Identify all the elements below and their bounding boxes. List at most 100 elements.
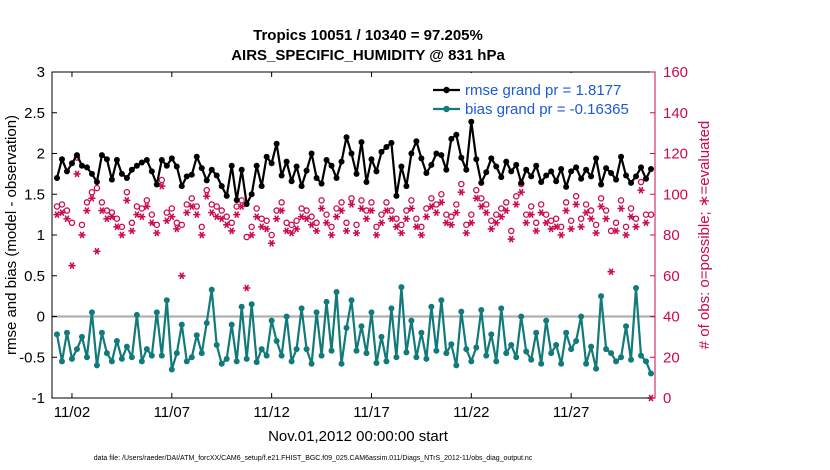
obs-evaluated-marker-stroke [254, 213, 260, 221]
obs-evaluated-marker-stroke [583, 209, 589, 217]
rmse-point [138, 159, 145, 166]
obs-evaluated-marker-stroke [274, 215, 280, 223]
obs-evaluated-marker-stroke [369, 207, 374, 215]
obs-evaluated-marker [632, 223, 640, 231]
obs-evaluated-marker [472, 194, 480, 202]
obs-evaluated-marker-stroke [174, 225, 180, 233]
rmse-point [353, 170, 360, 177]
bias-point [128, 354, 135, 361]
rmse-point [313, 174, 320, 181]
obs-evaluated-marker-stroke [578, 223, 584, 231]
obs-evaluated-marker [123, 196, 131, 204]
obs-evaluated-marker [327, 231, 336, 239]
rmse-point [508, 168, 515, 175]
obs-possible-marker [228, 219, 235, 227]
obs-evaluated-marker-stroke [468, 219, 474, 227]
obs-evaluated-marker [402, 215, 410, 223]
obs-possible-marker [203, 186, 210, 194]
obs-evaluated-marker [83, 207, 91, 215]
obs-evaluated-marker-stroke [573, 200, 579, 208]
axes [51, 71, 656, 399]
obs-possible-marker [93, 184, 101, 192]
obs-evaluated-marker-stroke [533, 227, 539, 235]
bias-point [248, 301, 255, 308]
obs-evaluated-marker [462, 229, 470, 237]
legend-label: rmse grand pr = 1.8177 [465, 82, 621, 99]
rmse-point [193, 153, 200, 160]
obs-evaluated-marker [412, 223, 420, 231]
obs-evaluated-marker [597, 203, 605, 210]
bias-point [463, 346, 470, 353]
obs-evaluated-marker-stroke [359, 205, 364, 212]
obs-evaluated-marker [522, 219, 530, 227]
obs-possible-marker [637, 178, 645, 186]
obs-possible-marker [413, 215, 420, 222]
obs-possible-marker [163, 209, 171, 216]
rmse-point [398, 163, 405, 170]
rmse-point [443, 166, 450, 173]
obs-evaluated-marker [198, 231, 206, 239]
rmse-point [438, 152, 445, 159]
obs-possible-marker [542, 211, 550, 218]
obs-evaluated-marker-stroke [458, 188, 464, 196]
obs-evaluated-marker [372, 231, 381, 239]
obs-evaluated-marker [377, 219, 386, 227]
obs-evaluated-marker-stroke [423, 213, 429, 221]
rmse-point [478, 179, 485, 186]
obs-possible-marker [537, 201, 545, 208]
obs-possible-marker [562, 199, 570, 206]
obs-evaluated-marker-stroke [324, 219, 329, 227]
obs-possible-marker [338, 199, 345, 206]
obs-evaluated-marker-stroke [508, 235, 514, 243]
obs-evaluated-marker [637, 186, 645, 194]
obs-evaluated-marker-stroke [443, 219, 449, 227]
obs-evaluated-marker-stroke [154, 229, 160, 237]
x-tick-label: 11/07 [154, 404, 190, 421]
bias-point [258, 346, 265, 353]
obs-evaluated-marker [332, 213, 341, 221]
obs-evaluated-marker [492, 219, 500, 227]
rmse-point [163, 162, 170, 169]
obs-evaluated-marker [352, 229, 361, 237]
obs-possible-marker [68, 219, 76, 227]
bias-point [178, 321, 185, 328]
bias-point [83, 354, 90, 361]
y-tick-label-left: 0.5 [24, 268, 45, 285]
rmse-point [583, 166, 590, 173]
rmse-point [403, 183, 410, 190]
bias-point [93, 362, 100, 369]
rmse-point [263, 153, 270, 160]
obs-possible-marker [577, 215, 585, 222]
obs-evaluated-marker-stroke [194, 211, 200, 219]
bias-point [313, 309, 320, 316]
obs-evaluated-marker [148, 219, 156, 227]
obs-evaluated-marker [218, 215, 226, 223]
bias-point [363, 350, 370, 357]
rmse-point [123, 174, 130, 181]
obs-possible-marker [358, 197, 365, 204]
bias-point [218, 360, 225, 367]
rmse-point [218, 183, 225, 190]
obs-evaluated-marker-stroke [204, 192, 210, 200]
obs-evaluated-marker-stroke [159, 182, 165, 190]
rmse-point [78, 162, 85, 169]
obs-possible-marker [532, 219, 540, 227]
obs-evaluated-marker [233, 211, 241, 219]
obs-possible-marker [567, 217, 575, 224]
obs-evaluated-marker [607, 268, 615, 276]
bias-point [213, 342, 220, 349]
bias-point [68, 355, 75, 362]
obs-evaluated-marker-stroke [643, 219, 649, 227]
obs-evaluated-marker-stroke [563, 207, 569, 215]
obs-evaluated-marker [273, 215, 281, 223]
bias-point [428, 303, 435, 310]
obs-evaluated-marker-stroke [448, 221, 454, 229]
bias-point [593, 365, 600, 372]
obs-evaluated-marker-stroke [69, 262, 75, 270]
obs-evaluated-marker [238, 203, 246, 210]
obs-evaluated-marker-stroke [538, 209, 544, 217]
obs-evaluated-marker-stroke [304, 215, 310, 223]
obs-evaluated-marker [98, 207, 106, 215]
rmse-point [368, 156, 375, 163]
bias-point [413, 354, 420, 361]
